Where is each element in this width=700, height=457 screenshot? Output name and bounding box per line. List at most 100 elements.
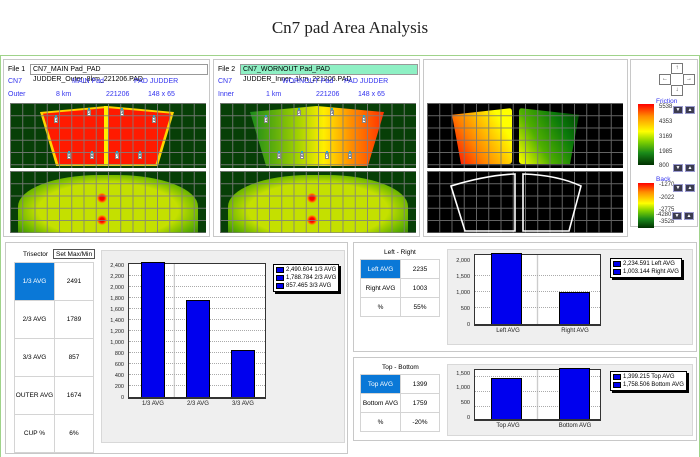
bar-top-avg <box>491 378 522 419</box>
y-tick: 1,000 <box>110 340 124 346</box>
x-label: Right AVG <box>561 328 589 334</box>
row-label[interactable]: Bottom AVG <box>360 393 401 413</box>
x-label: 3/3 AVG <box>232 401 254 407</box>
row-label[interactable]: OUTER AVG <box>14 376 55 415</box>
row-label[interactable]: % <box>360 412 401 432</box>
friction-min-down-button[interactable]: ▼ <box>673 164 683 172</box>
x-label: Left AVG <box>496 328 520 334</box>
top-bottom-legend: 1,399.215 Top AVG 1,758.506 Bottom AVG <box>610 371 687 391</box>
row-label[interactable]: Top AVG <box>360 374 401 394</box>
row-label[interactable]: Left AVG <box>360 259 401 279</box>
back-scale-title: Back <box>656 176 671 183</box>
left-right-chart: 2,000 1,500 1,000 500 0 Left AVG Right A… <box>447 249 693 345</box>
row-value: 1003 <box>400 278 440 298</box>
row-label[interactable]: 1/3 AVG <box>14 262 55 301</box>
back-colorbar <box>638 183 654 228</box>
file1-path-field[interactable]: CN7_MAIN Pad_PAD JUDDER_Outer_8km_221206… <box>30 64 208 83</box>
friction-tick: 4353 <box>659 119 673 125</box>
file1-test: PAD JUDDER <box>134 78 179 85</box>
row-label[interactable]: CUP % <box>14 414 55 453</box>
file2-car: CN7 <box>218 78 233 85</box>
friction-scale-title: Friction <box>656 98 678 105</box>
y-tick: 0 <box>120 395 124 401</box>
top-bottom-chart: 1,500 1,000 500 0 Top AVG Bottom AVG 1,3… <box>447 364 693 436</box>
friction-max: 5538 <box>659 104 673 110</box>
file2-side: Inner <box>218 91 234 98</box>
bar-2-3-avg <box>186 300 210 397</box>
x-label: Bottom AVG <box>558 423 592 429</box>
row-value: 2491 <box>54 262 94 301</box>
file2-path-field[interactable]: CN7_WORNOUT Pad_PAD JUDDER_Inner_1km_221… <box>240 64 418 83</box>
nav-right-button[interactable]: → <box>683 74 695 85</box>
legend-entry: 1,003.144 Right AVG <box>623 269 679 275</box>
file2-friction-map[interactable]: 1 2 3 4 5 6 7 8 <box>220 103 416 168</box>
bar-bottom-avg <box>559 368 590 419</box>
y-tick: 1,000 <box>456 385 470 391</box>
y-tick: 500 <box>460 400 470 406</box>
marker-4: 4 <box>152 115 156 123</box>
top-bottom-title: Top - Bottom <box>382 364 419 371</box>
file1-friction-map[interactable]: 1 2 3 4 5 6 7 8 <box>10 103 206 168</box>
y-tick: 0 <box>466 415 470 421</box>
trisector-title: Trisector <box>23 251 49 258</box>
back-tick: -2022 <box>659 195 675 201</box>
difference-back-outline[interactable] <box>427 171 623 233</box>
scale-panel: ↑ ← → ↓ Friction 5538 4353 3169 1985 800… <box>630 59 698 228</box>
bar-left-avg <box>491 253 522 324</box>
back-min: -4280 <box>656 212 672 218</box>
marker-6: 6 <box>300 151 304 159</box>
marker-3: 3 <box>120 108 124 116</box>
back-tick: -3528 <box>659 219 675 225</box>
row-value: 1789 <box>54 300 94 339</box>
row-label[interactable]: 3/3 AVG <box>14 338 55 377</box>
back-max-up-button[interactable]: ▲ <box>685 184 695 192</box>
y-tick: 200 <box>114 384 124 390</box>
file1-size: 148 x 65 <box>148 91 175 98</box>
friction-min-up-button[interactable]: ▲ <box>685 164 695 172</box>
nav-down-button[interactable]: ↓ <box>671 85 683 96</box>
file1-back-map[interactable] <box>10 171 206 233</box>
difference-friction-map[interactable] <box>427 103 623 168</box>
y-tick: 600 <box>114 362 124 368</box>
legend-entry: 857.465 3/3 AVG <box>286 283 332 289</box>
file2-label: File 2 <box>218 66 236 73</box>
trisector-table: 1/3 AVG 2491 2/3 AVG 1789 3/3 AVG 857 OUTER… <box>14 262 94 453</box>
back-max-down-button[interactable]: ▼ <box>673 184 683 192</box>
row-label[interactable]: Right AVG <box>360 278 401 298</box>
row-value: 1674 <box>54 376 94 415</box>
y-tick: 2,000 <box>456 258 470 264</box>
y-tick: 1,400 <box>110 318 124 324</box>
y-tick: 0 <box>466 322 470 328</box>
y-tick: 800 <box>114 351 124 357</box>
marker-8: 8 <box>138 151 142 159</box>
marker-3: 3 <box>330 108 334 116</box>
row-label[interactable]: 2/3 AVG <box>14 300 55 339</box>
back-min-down-button[interactable]: ▼ <box>672 212 682 220</box>
friction-max-down-button[interactable]: ▼ <box>673 106 683 114</box>
marker-2: 2 <box>87 108 91 116</box>
nav-left-button[interactable]: ← <box>659 74 671 85</box>
bar-right-avg <box>559 292 590 324</box>
difference-panel <box>423 59 628 237</box>
marker-8: 8 <box>348 151 352 159</box>
file2-panel: File 2 CN7_WORNOUT Pad_PAD JUDDER_Inner_… <box>213 59 420 237</box>
y-tick: 1,500 <box>456 274 470 280</box>
file2-date: 221206 <box>316 91 340 98</box>
file2-back-map[interactable] <box>220 171 416 233</box>
row-label[interactable]: % <box>360 297 401 317</box>
trisector-panel: Trisector Set Max/Min 1/3 AVG 2491 2/3 AV… <box>5 242 348 454</box>
left-right-legend: 2,234.591 Left AVG 1,003.144 Right AVG <box>610 258 682 278</box>
back-min-up-button[interactable]: ▲ <box>684 212 694 220</box>
friction-tick: 1985 <box>659 149 673 155</box>
x-label: 2/3 AVG <box>187 401 209 407</box>
set-max-min-button[interactable]: Set Max/Min <box>53 249 96 259</box>
row-value: 6% <box>54 414 94 453</box>
file2-test: PAD JUDDER <box>344 78 389 85</box>
file1-date: 221206 <box>106 91 130 98</box>
y-tick: 2,400 <box>110 263 124 269</box>
row-value: 1399 <box>400 374 440 394</box>
nav-up-button[interactable]: ↑ <box>671 63 683 74</box>
row-value: 2235 <box>400 259 440 279</box>
friction-max-up-button[interactable]: ▲ <box>685 106 695 114</box>
y-tick: 1,800 <box>110 296 124 302</box>
